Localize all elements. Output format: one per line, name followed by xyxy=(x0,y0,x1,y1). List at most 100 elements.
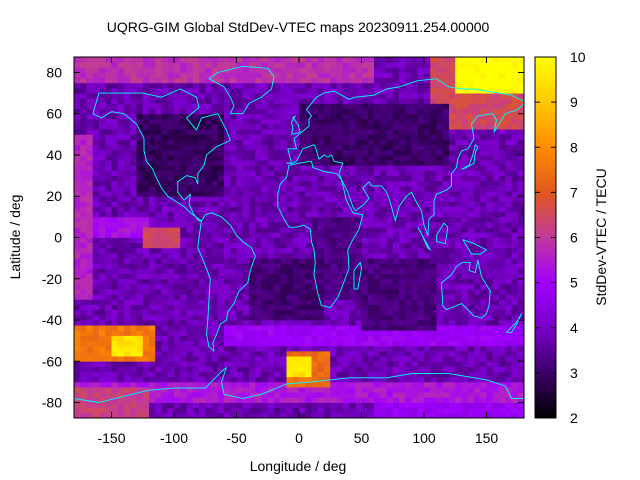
heatmap-cell xyxy=(436,98,444,104)
heatmap-cell xyxy=(105,294,112,300)
heatmap-cell xyxy=(136,139,144,146)
heatmap-cell xyxy=(317,397,325,403)
heatmap-cell xyxy=(380,412,387,419)
heatmap-cell xyxy=(136,62,144,68)
heatmap-cell xyxy=(474,160,481,166)
heatmap-cell xyxy=(480,330,487,336)
heatmap-cell xyxy=(236,268,244,274)
heatmap-cell xyxy=(292,216,300,223)
heatmap-cell xyxy=(236,113,244,120)
heatmap-cell xyxy=(374,278,381,285)
heatmap-cell xyxy=(236,124,244,130)
heatmap-cell xyxy=(292,242,300,249)
heatmap-cell xyxy=(105,149,112,156)
heatmap-cell xyxy=(517,366,525,372)
heatmap-cell xyxy=(511,227,519,233)
heatmap-cell xyxy=(124,314,131,321)
heatmap-cell xyxy=(349,309,356,316)
heatmap-cell xyxy=(442,232,450,238)
heatmap-cell xyxy=(99,304,106,311)
heatmap-cell xyxy=(511,412,519,419)
heatmap-cell xyxy=(399,268,406,274)
heatmap-cell xyxy=(449,283,456,290)
heatmap-cell xyxy=(167,222,175,228)
heatmap-cell xyxy=(136,180,144,187)
heatmap-cell xyxy=(374,77,381,84)
heatmap-cell xyxy=(242,412,250,419)
heatmap-cell xyxy=(311,211,319,218)
heatmap-cell xyxy=(436,278,444,285)
heatmap-cell xyxy=(267,387,275,393)
heatmap-cell xyxy=(480,340,487,347)
heatmap-cell xyxy=(317,376,325,383)
heatmap-cell xyxy=(374,129,381,135)
heatmap-cell xyxy=(192,273,200,280)
heatmap-cell xyxy=(142,314,150,321)
heatmap-cell xyxy=(492,211,500,218)
heatmap-cell xyxy=(174,206,181,213)
heatmap-cell xyxy=(205,252,212,259)
heatmap-cell xyxy=(242,175,250,182)
heatmap-cell xyxy=(136,103,144,109)
heatmap-cell xyxy=(130,263,137,269)
heatmap-cell xyxy=(336,361,344,367)
heatmap-cell xyxy=(249,57,256,63)
heatmap-cell xyxy=(436,222,444,228)
heatmap-cell xyxy=(92,237,100,244)
heatmap-cell xyxy=(386,268,394,274)
heatmap-cell xyxy=(280,252,287,259)
heatmap-cell xyxy=(236,242,244,249)
heatmap-cell xyxy=(136,387,144,393)
heatmap-cell xyxy=(430,258,437,264)
heatmap-cell xyxy=(130,345,137,352)
heatmap-cell xyxy=(167,124,175,130)
heatmap-cell xyxy=(105,222,112,228)
heatmap-cell xyxy=(442,139,450,146)
heatmap-cell xyxy=(267,325,275,331)
heatmap-cell xyxy=(355,180,362,187)
heatmap-cell xyxy=(286,103,294,109)
heatmap-cell xyxy=(367,113,375,120)
heatmap-cell xyxy=(205,170,212,177)
heatmap-cell xyxy=(374,191,381,197)
heatmap-cell xyxy=(411,108,419,115)
heatmap-cell xyxy=(330,211,337,218)
heatmap-cell xyxy=(86,62,94,68)
heatmap-cell xyxy=(292,356,300,362)
heatmap-cell xyxy=(417,268,425,274)
heatmap-cell xyxy=(436,242,444,249)
heatmap-cell xyxy=(261,387,269,393)
heatmap-cell xyxy=(167,273,175,280)
heatmap-cell xyxy=(180,103,187,109)
heatmap-cell xyxy=(261,247,269,254)
heatmap-cell xyxy=(374,309,381,316)
heatmap-cell xyxy=(330,252,337,259)
heatmap-cell xyxy=(461,350,469,357)
heatmap-cell xyxy=(367,72,375,79)
heatmap-cell xyxy=(130,175,137,182)
heatmap-cell xyxy=(111,345,119,352)
heatmap-cell xyxy=(180,108,187,115)
heatmap-cell xyxy=(130,356,137,362)
heatmap-cell xyxy=(392,124,400,130)
heatmap-cell xyxy=(449,139,456,146)
heatmap-cell xyxy=(267,247,275,254)
heatmap-cell xyxy=(80,175,87,182)
heatmap-cell xyxy=(80,124,87,130)
heatmap-cell xyxy=(380,227,387,233)
heatmap-cell xyxy=(305,139,312,146)
heatmap-cell xyxy=(455,191,462,197)
heatmap-cell xyxy=(242,118,250,125)
heatmap-cell xyxy=(280,345,287,352)
heatmap-cell xyxy=(242,185,250,192)
heatmap-cell xyxy=(236,294,244,300)
heatmap-cell xyxy=(224,325,231,331)
heatmap-cell xyxy=(111,108,119,115)
heatmap-cell xyxy=(324,118,331,125)
heatmap-cell xyxy=(149,268,156,274)
heatmap-cell xyxy=(292,165,300,171)
heatmap-cell xyxy=(430,165,437,171)
heatmap-cell xyxy=(86,82,94,89)
heatmap-cell xyxy=(117,118,125,125)
heatmap-cell xyxy=(405,340,412,347)
